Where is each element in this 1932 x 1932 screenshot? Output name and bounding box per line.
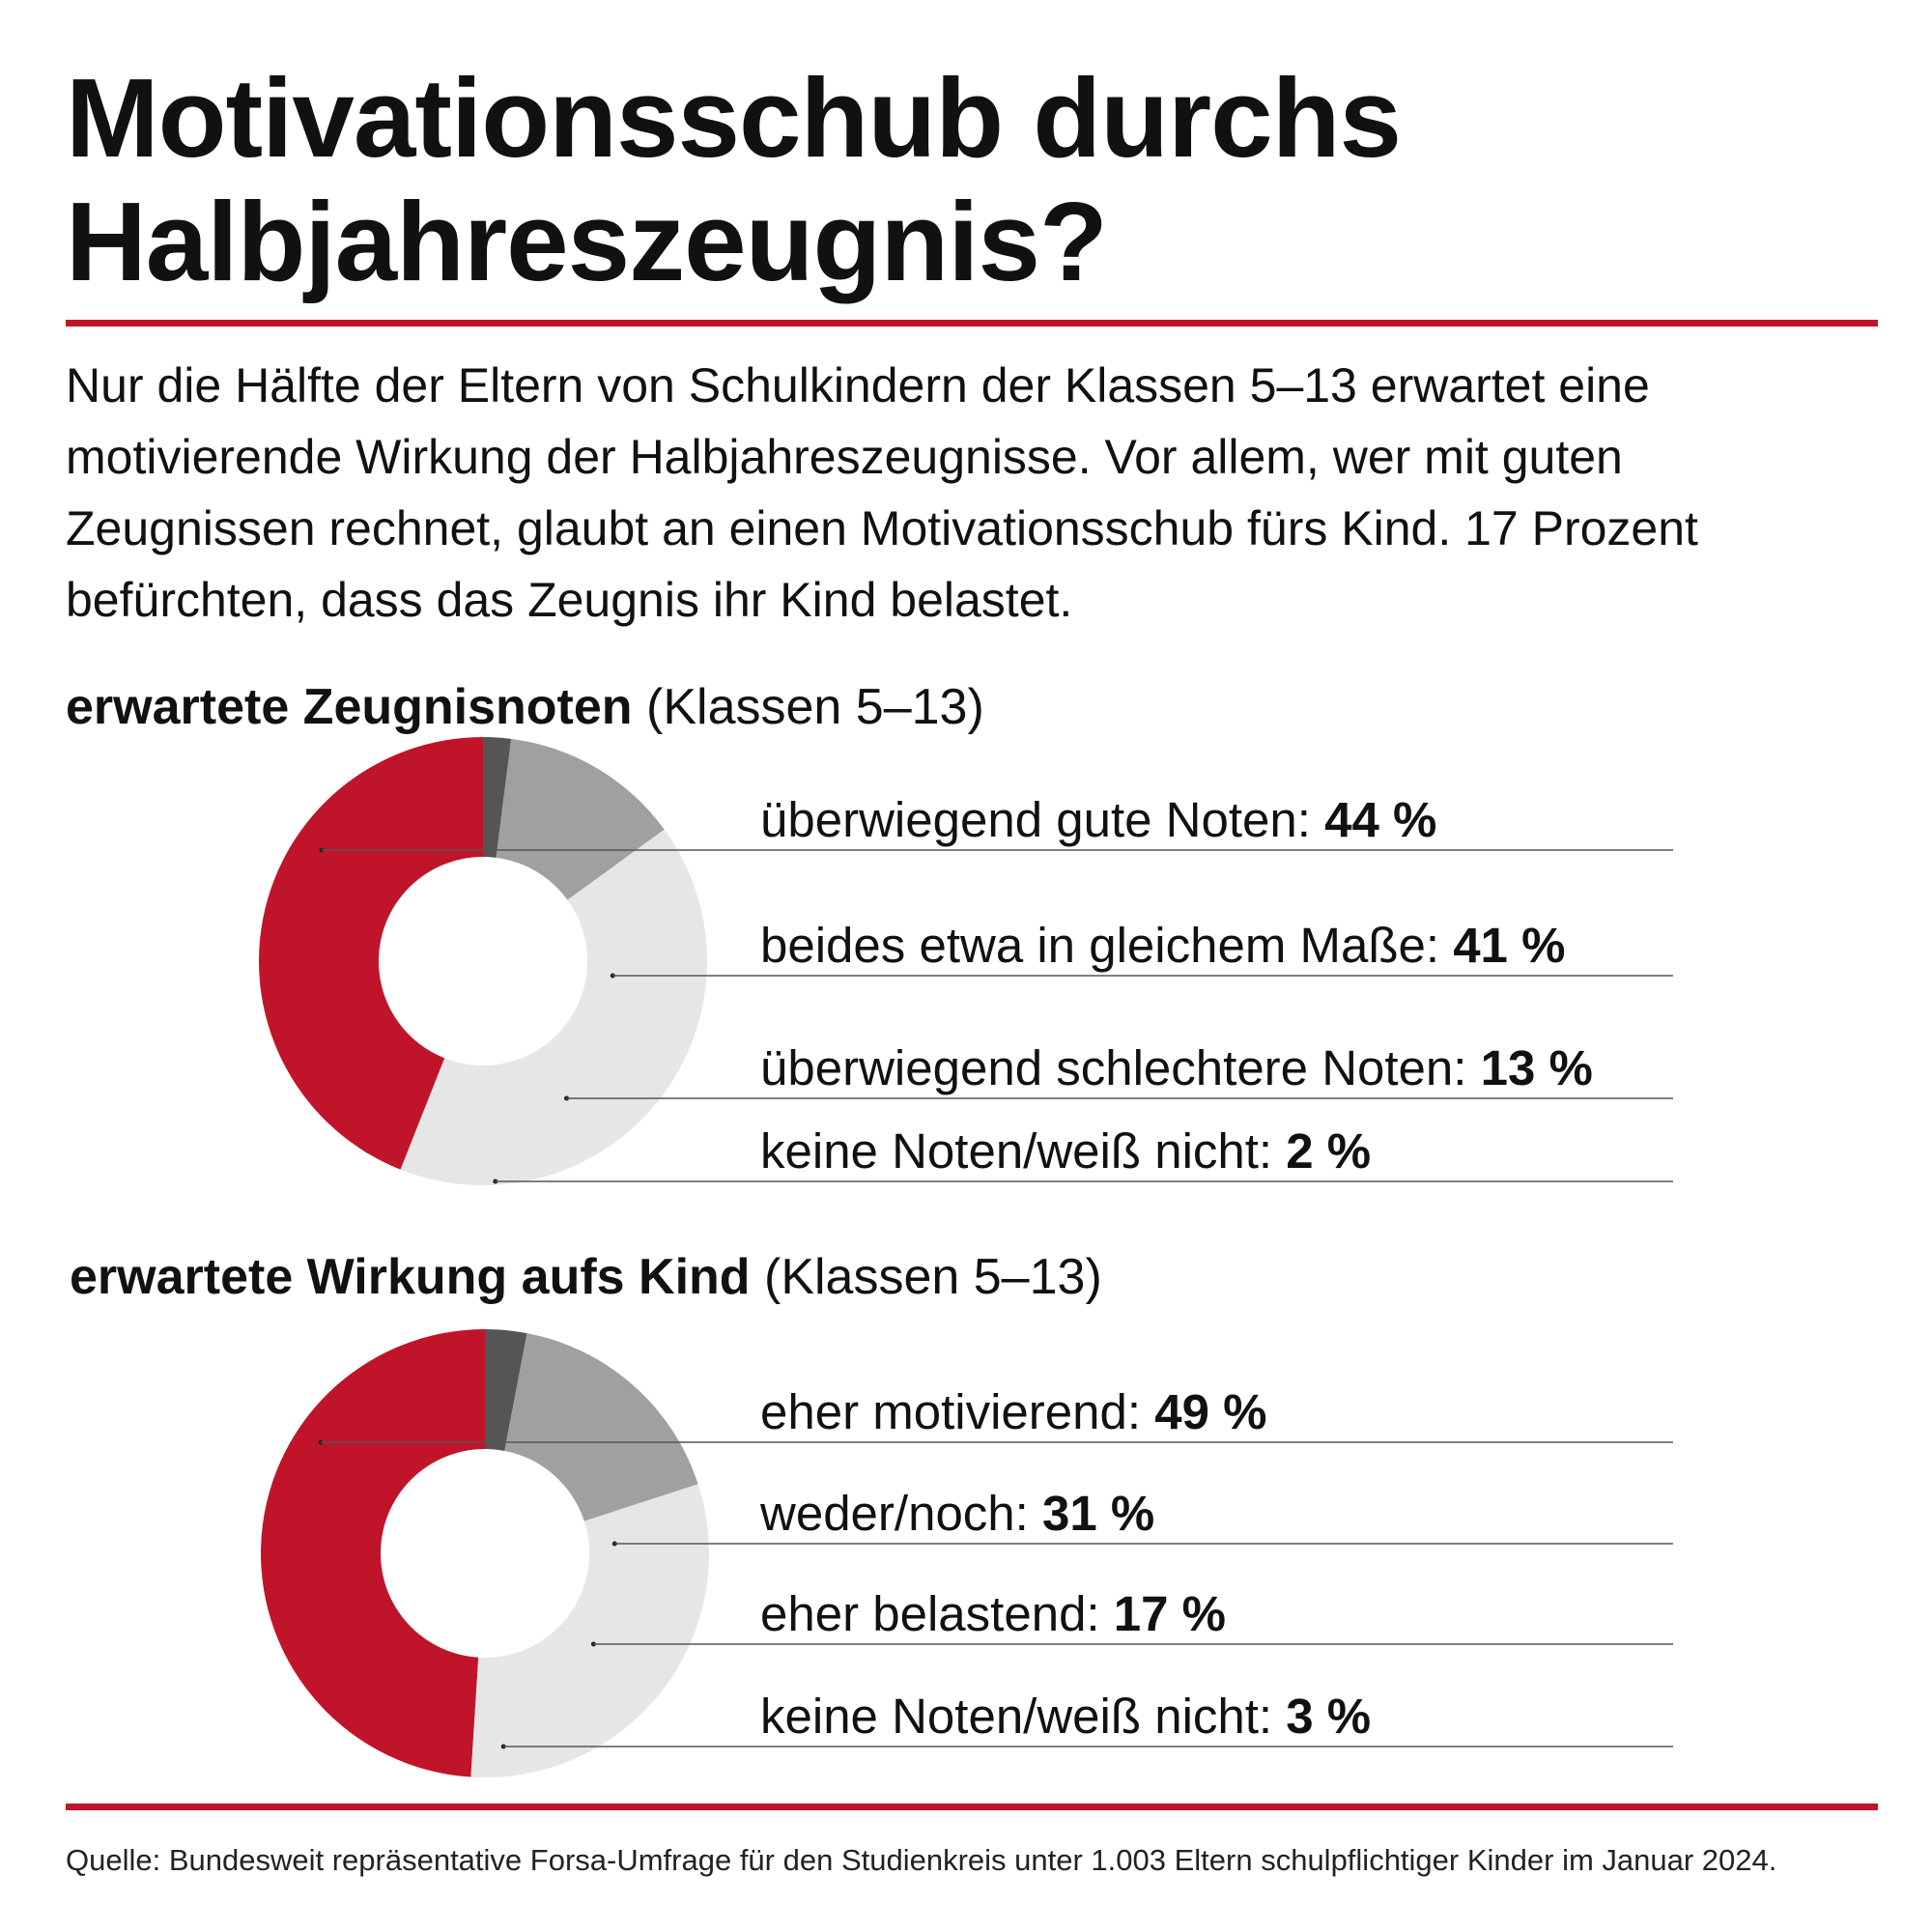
legend-label-effect-4: keine Noten/weiß nicht: 3 % — [760, 1689, 1371, 1744]
legend-label-grades-4: keine Noten/weiß nicht: 2 % — [760, 1123, 1371, 1179]
legend-category-grades-4: keine Noten/weiß nicht: — [760, 1123, 1286, 1179]
page-title: Motivationsschub durchs Halbjahreszeugni… — [66, 55, 1402, 304]
chart-heading-grades: erwartete Zeugnisnoten (Klassen 5–13) — [66, 676, 984, 738]
donut-slice-effect-1 — [261, 1329, 485, 1777]
legend-value-effect-1: 49 % — [1154, 1384, 1266, 1439]
legend-category-effect-3: eher belastend: — [760, 1586, 1114, 1641]
legend-category-grades-2: beides etwa in gleichem Maße: — [760, 918, 1453, 973]
legend-category-grades-3: überwiegend schlechtere Noten: — [760, 1040, 1481, 1095]
legend-category-effect-2: weder/noch: — [759, 1486, 1042, 1541]
donut-slice-grades-1 — [258, 737, 483, 1170]
legend-value-grades-1: 44 % — [1324, 792, 1436, 847]
donut-chart-effect: eher motivierend: 49 %weder/noch: 31 %eh… — [261, 1329, 1673, 1777]
legend-value-grades-3: 13 % — [1481, 1040, 1593, 1095]
legend-value-effect-2: 31 % — [1042, 1486, 1154, 1541]
donut-hole-grades — [379, 857, 587, 1065]
legend-label-grades-3: überwiegend schlechtere Noten: 13 % — [760, 1040, 1593, 1095]
source-note: Quelle: Bundesweit repräsentative Forsa-… — [66, 1843, 1777, 1877]
donut-chart-grades: überwiegend gute Noten: 44 % beides etwa … — [258, 737, 1673, 1185]
chart-subtitle-grades: (Klassen 5–13) — [646, 679, 984, 735]
bottom-divider — [66, 1804, 1878, 1810]
legend-value-effect-4: 3 % — [1286, 1689, 1371, 1744]
legend-value-effect-3: 17 % — [1114, 1586, 1226, 1641]
legend-label-effect-1: eher motivierend: 49 % — [760, 1384, 1266, 1439]
legend-category-effect-1: eher motivierend: — [760, 1384, 1154, 1439]
chart-subtitle-effect: (Klassen 5–13) — [764, 1249, 1102, 1305]
legend-value-grades-4: 2 % — [1286, 1123, 1371, 1179]
chart-title-effect: erwartete Wirkung aufs Kind — [70, 1249, 751, 1305]
legend-label-grades-1: überwiegend gute Noten: 44 % — [760, 792, 1436, 847]
donut-hole-effect — [381, 1449, 589, 1658]
legend-label-effect-2: weder/noch: 31 % — [759, 1486, 1154, 1541]
chart-title-grades: erwartete Zeugnisnoten — [66, 679, 633, 735]
chart-heading-effect: erwartete Wirkung aufs Kind (Klassen 5–1… — [70, 1246, 1102, 1308]
legend-category-effect-4: keine Noten/weiß nicht: — [760, 1689, 1286, 1744]
intro-text: Nur die Hälfte der Eltern von Schulkinde… — [66, 358, 1698, 627]
legend-label-grades-2: beides etwa in gleichem Maße: 41 % — [760, 918, 1565, 973]
legend-category-grades-1: überwiegend gute Noten: — [760, 792, 1324, 847]
legend-value-grades-2: 41 % — [1453, 918, 1565, 973]
legend-label-effect-3: eher belastend: 17 % — [760, 1586, 1226, 1641]
top-divider — [66, 320, 1878, 327]
